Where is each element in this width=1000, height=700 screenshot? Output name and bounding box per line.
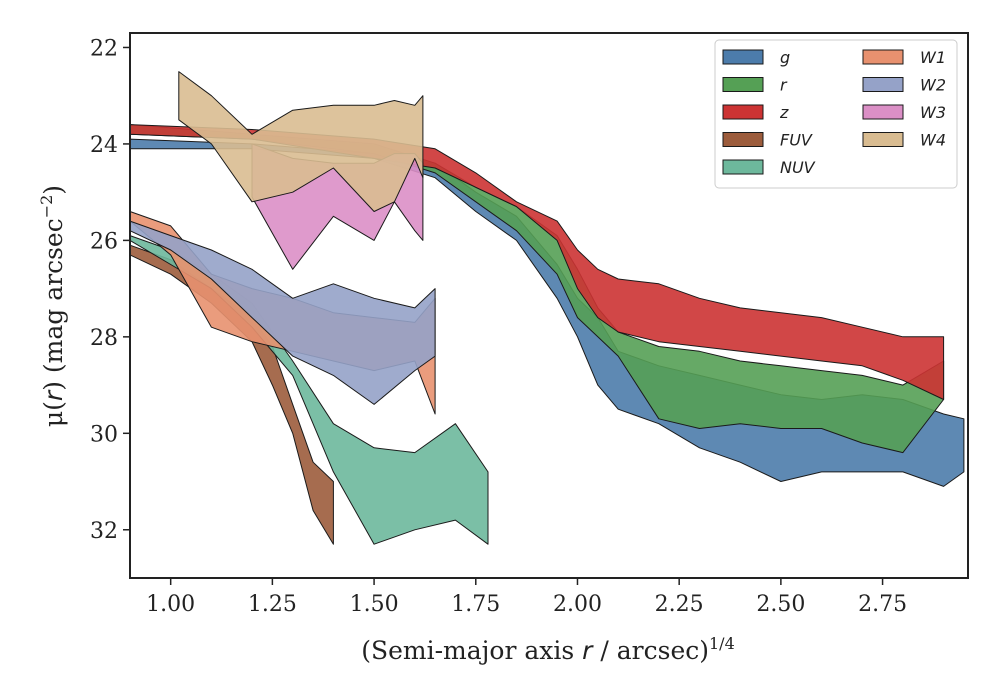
y-axis-label: μ(r) (mag arcsec−2) [37,185,68,427]
legend-label: z [779,103,789,122]
legend-label: r [780,76,788,95]
y-tick-label: 22 [90,36,118,61]
legend-swatch [722,49,764,65]
legend-label: g [780,48,790,67]
legend-label: W2 [920,76,946,95]
band-z [129,124,945,400]
band-w2 [129,220,436,405]
x-tick-label: 2.25 [655,592,704,617]
legend-label: NUV [780,158,816,177]
legend-swatch [862,77,904,92]
x-tick-label: 1.00 [146,592,195,617]
band-w4 [178,71,424,212]
legend-swatch [722,77,764,92]
x-tick-label: 1.25 [248,592,297,617]
legend-swatch [862,132,904,147]
series-bands [129,71,965,545]
legend-label: FUV [780,131,813,150]
legend-swatch [722,104,764,120]
legend-label: W3 [920,103,946,122]
legend-label: W4 [920,131,946,150]
legend: grz FUV NUV W1 W2 W3 W4 [714,39,958,189]
x-axis-ticks: 1.00 1.25 1.50 1.75 2.00 2.25 2.50 2.75 [146,578,907,617]
y-tick-label: 30 [90,422,118,447]
plot-frame [129,32,969,579]
legend-label: W1 [920,48,946,67]
x-axis-label: (Semi-major axis r / arcsec)1/4 [361,634,735,665]
x-tick-label: 2.00 [553,592,602,617]
y-tick-label: 26 [90,229,118,254]
legend-swatch [722,132,764,147]
legend-swatch [862,104,904,120]
legend-swatch [862,49,904,65]
legend-swatch [722,159,764,175]
x-tick-label: 2.75 [858,592,907,617]
y-tick-label: 28 [90,326,118,351]
y-tick-label: 32 [90,519,118,544]
y-tick-label: 24 [90,133,118,158]
x-tick-label: 1.50 [350,592,399,617]
y-axis-ticks: 22 24 26 28 30 32 [90,36,130,544]
x-tick-label: 2.50 [756,592,805,617]
x-tick-label: 1.75 [451,592,500,617]
